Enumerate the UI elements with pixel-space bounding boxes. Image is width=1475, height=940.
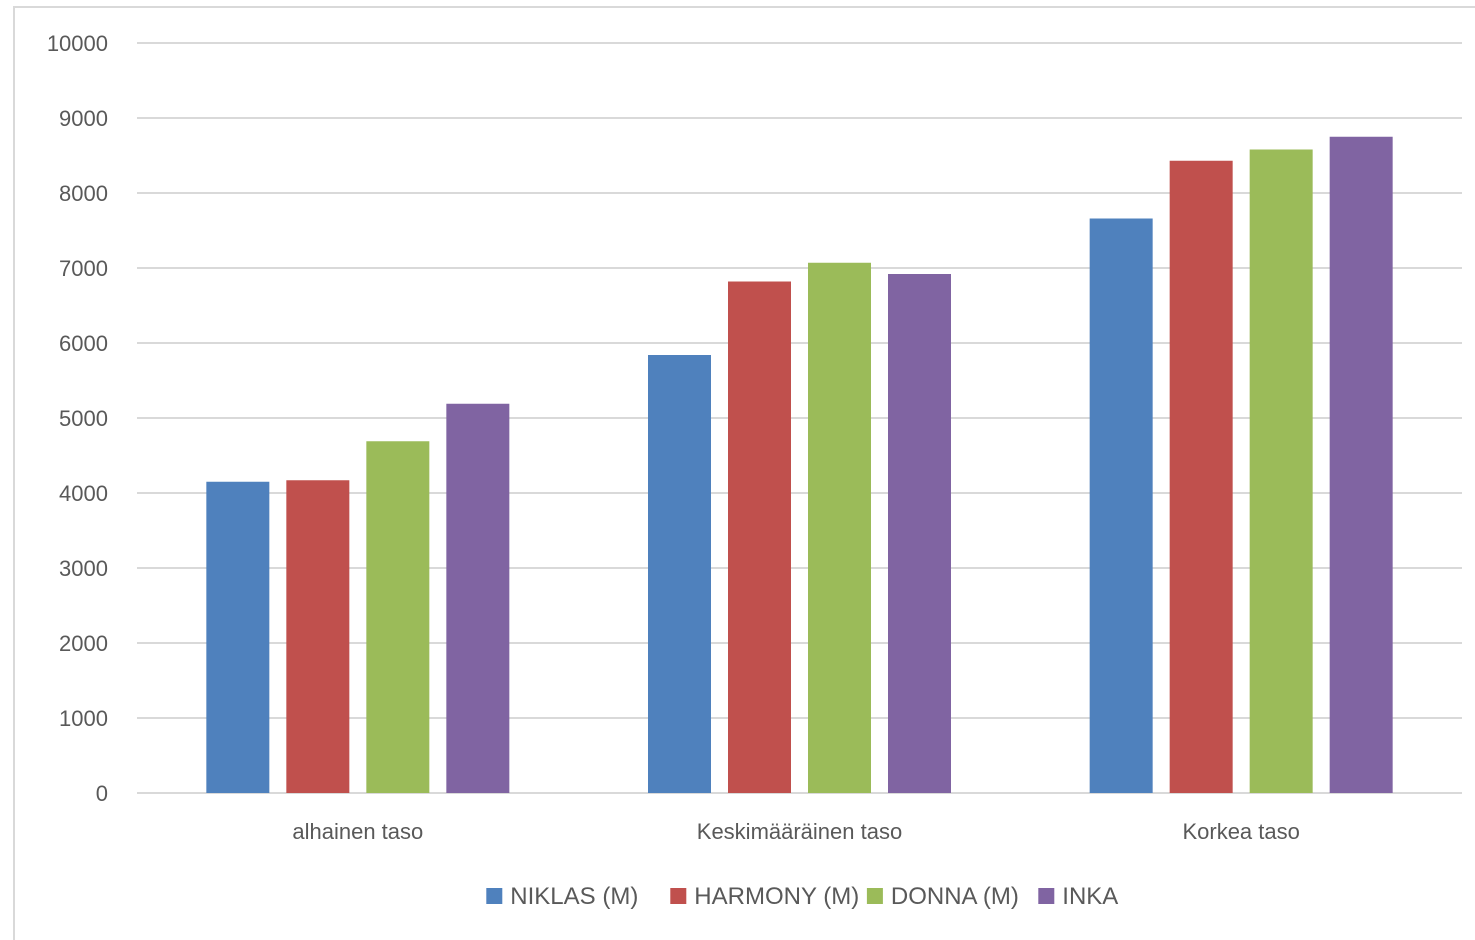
gridlines bbox=[137, 42, 1462, 794]
legend-label: NIKLAS (M) bbox=[510, 883, 638, 910]
bar-1-3 bbox=[1089, 218, 1153, 793]
bar-4-3 bbox=[1329, 136, 1393, 793]
y-tick-label: 5000 bbox=[59, 406, 108, 431]
legend-label: INKA bbox=[1062, 883, 1118, 910]
y-tick-label: 0 bbox=[96, 781, 108, 806]
bar-2-3 bbox=[1169, 160, 1233, 793]
bar-4-2 bbox=[888, 274, 951, 793]
legend: NIKLAS (M) HARMONY (M) DONNA (M) INKA bbox=[486, 883, 1118, 910]
y-tick-label: 2000 bbox=[59, 631, 108, 656]
y-tick-label: 9000 bbox=[59, 106, 108, 131]
legend-label: DONNA (M) bbox=[891, 883, 1019, 910]
y-tick-label: 7000 bbox=[59, 256, 108, 281]
legend-swatch bbox=[670, 888, 687, 904]
x-axis-tick-labels: alhainen taso Keskimääräinen taso Korkea t… bbox=[292, 819, 1299, 844]
x-tick-label: Keskimääräinen taso bbox=[697, 819, 902, 844]
x-tick-label: alhainen taso bbox=[292, 819, 423, 844]
legend-swatch bbox=[486, 888, 503, 904]
bar-1-2 bbox=[648, 355, 711, 793]
y-axis-tick-labels: 0 1000 2000 3000 4000 5000 6000 7000 8000 9000 100… bbox=[47, 31, 108, 806]
bar-2-2 bbox=[728, 281, 791, 793]
x-tick-label: Korkea taso bbox=[1182, 819, 1299, 844]
y-tick-label: 1000 bbox=[59, 706, 108, 731]
bar-2-1 bbox=[286, 480, 350, 793]
legend-label: HARMONY (M) bbox=[694, 883, 859, 910]
y-tick-label: 8000 bbox=[59, 181, 108, 206]
bar-4-1 bbox=[446, 403, 510, 793]
y-tick-label: 6000 bbox=[59, 331, 108, 356]
bar-3-2 bbox=[808, 262, 871, 793]
legend-swatch bbox=[866, 888, 883, 904]
y-tick-label: 4000 bbox=[59, 481, 108, 506]
legend-swatch bbox=[1038, 888, 1055, 904]
bar-3-1 bbox=[366, 441, 430, 793]
y-tick-label: 3000 bbox=[59, 556, 108, 581]
bar-3-3 bbox=[1249, 149, 1313, 793]
y-tick-label: 10000 bbox=[47, 31, 108, 56]
bars bbox=[206, 136, 1393, 793]
bar-1-1 bbox=[206, 481, 270, 793]
